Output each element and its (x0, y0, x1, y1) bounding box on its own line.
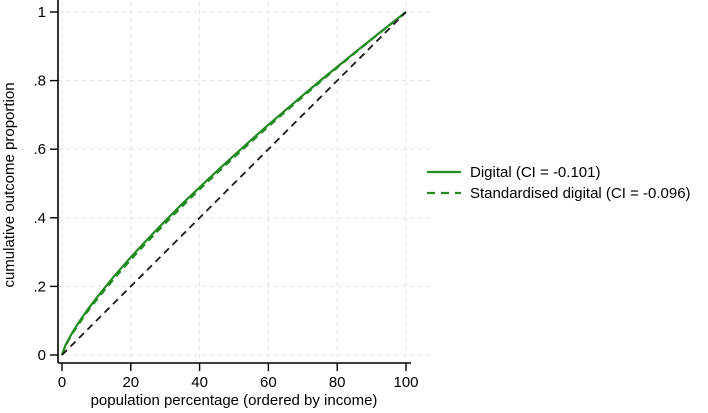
series-line-line-of-equality (61, 11, 407, 356)
series-line-standardised-digital-ci-0-096 (60, 11, 407, 356)
axes-layer (50, 0, 411, 371)
y-tick-label: .4 (33, 210, 46, 227)
gridlines-layer (58, 2, 430, 358)
legend-label: Digital (CI = -0.101) (470, 164, 600, 181)
x-tick-label: 0 (58, 374, 66, 391)
labels-layer: 0 .2 .4 .6 .8 1 0 20 40 60 80 100 cumulative outcome… (1, 4, 419, 409)
legend-item: Digital (CI = -0.101) (427, 164, 600, 181)
x-tick-label: 100 (393, 374, 418, 391)
legend-label: Standardised digital (CI = -0.096) (470, 185, 691, 202)
legend: Digital (CI = -0.101) Standardised digita… (427, 164, 691, 202)
series-layer (60, 11, 407, 356)
x-tick-label: 40 (191, 374, 208, 391)
legend-item: Standardised digital (CI = -0.096) (427, 185, 691, 202)
y-tick-label: .2 (33, 278, 46, 295)
x-tick-label: 60 (260, 374, 277, 391)
x-tick-label: 80 (329, 374, 346, 391)
y-axis-title: cumulative outcome proportion (1, 82, 18, 287)
y-tick-label: 1 (38, 4, 46, 21)
y-tick-label: .8 (33, 73, 46, 90)
x-tick-label: 20 (122, 374, 139, 391)
y-tick-label: .6 (33, 141, 46, 158)
y-tick-label: 0 (38, 347, 46, 364)
x-axis-title: population percentage (ordered by income… (91, 392, 378, 409)
